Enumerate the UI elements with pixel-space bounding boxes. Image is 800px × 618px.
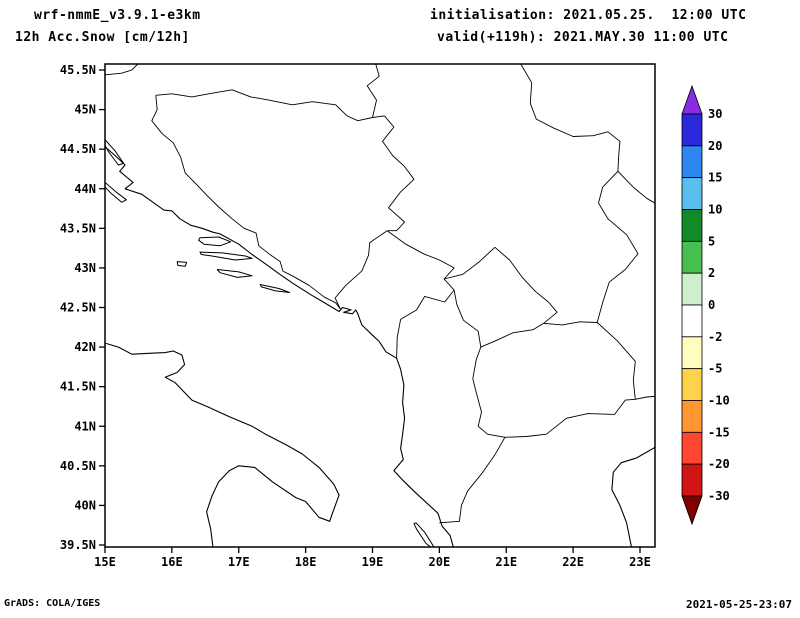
pag-island [105, 139, 125, 166]
colorbar-segment [681, 113, 703, 147]
lon-tick-label: 21E [495, 555, 517, 569]
croatia-bosnia-border-north-sava [155, 89, 385, 122]
colorbar-label: -10 [708, 394, 730, 408]
kosovo-border [443, 246, 558, 348]
lat-tick-label: 41.5N [60, 380, 96, 394]
macedonia-north-border [543, 321, 598, 326]
romania-bulgaria-danube-border [617, 170, 655, 204]
colorbar-segment [681, 304, 703, 338]
colorbar-segment [681, 272, 703, 306]
lon-tick-label: 19E [362, 555, 384, 569]
lat-tick-label: 42N [74, 340, 96, 354]
montenegro-serbia-border [386, 230, 455, 280]
grads-credit: GrADS: COLA/IGES [4, 598, 101, 609]
lat-tick-label: 44N [74, 182, 96, 196]
lon-tick-label: 16E [161, 555, 183, 569]
colorbar-label: -20 [708, 457, 730, 471]
colorbar-segment [681, 145, 703, 179]
italy-adriatic-coast [105, 342, 340, 547]
lon-tick-label: 23E [629, 555, 651, 569]
lat-tick-label: 42.5N [60, 301, 96, 315]
lat-tick-label: 40.5N [60, 459, 96, 473]
colorbar-label: -30 [708, 489, 730, 503]
colorbar-arrow-top [681, 84, 703, 115]
albania-northeast-border [396, 289, 455, 359]
lat-tick-label: 45N [74, 103, 96, 117]
colorbar-label: 20 [708, 139, 722, 153]
lat-tick-label: 43.5N [60, 221, 96, 235]
dugi-otok-island [105, 181, 127, 203]
creation-timestamp: 2021-05-25-23:07 [686, 598, 792, 611]
colorbar-segment [681, 368, 703, 401]
brac-island [198, 236, 232, 247]
colorbar-label: -15 [708, 425, 730, 439]
lat-tick-label: 44.5N [60, 142, 96, 156]
colorbar-segment [681, 209, 703, 242]
lon-tick-label: 17E [228, 555, 250, 569]
slovenia-croatia-border [105, 64, 139, 76]
croatia-serbia-border [366, 64, 380, 118]
colorbar-arrow-bottom [681, 495, 703, 526]
east-adriatic-coast [105, 146, 454, 547]
lat-tick-label: 41N [74, 419, 96, 433]
korcula-island [216, 269, 253, 278]
colorbar-label: 30 [708, 107, 722, 121]
map-frame [104, 63, 656, 548]
lon-tick-label: 22E [562, 555, 584, 569]
colorbar-label: 5 [708, 234, 715, 248]
aegean-coast [611, 446, 655, 547]
colorbar-segment [681, 177, 703, 210]
lon-tick-label: 18E [295, 555, 317, 569]
lat-tick-label: 40N [74, 498, 96, 512]
corfu-island [413, 522, 435, 547]
map-outlines [105, 64, 655, 547]
colorbar-segment [681, 240, 703, 274]
croatia-bosnia-border-west [151, 95, 341, 310]
colorbar-label: 10 [708, 203, 722, 217]
lat-tick-label: 39.5N [60, 538, 96, 552]
hvar-island [199, 251, 253, 261]
colorbar-segment [681, 400, 703, 433]
colorbar-segment [681, 431, 703, 465]
greece-bulgaria-border [635, 395, 655, 400]
lat-tick-label: 45.5N [60, 63, 96, 77]
colorbar-segment [681, 463, 703, 497]
colorbar-label: 0 [708, 298, 715, 312]
bosnia-serbia-border-drina [382, 115, 415, 232]
valid-time-label: valid(+119h): 2021.MAY.30 11:00 UTC [437, 30, 729, 45]
model-title: wrf-nmmE_v3.9.1-e3km [34, 8, 201, 23]
macedonia-west-south-east-border [472, 322, 636, 438]
colorbar-label: 15 [708, 171, 722, 185]
colorbar-label: 2 [708, 266, 715, 280]
vis-island [176, 261, 188, 267]
serbia-east-border [520, 64, 639, 323]
bosnia-montenegro-border [334, 230, 388, 310]
albania-greece-border [439, 437, 506, 524]
colorbar-label: -2 [708, 330, 722, 344]
lat-tick-label: 43N [74, 261, 96, 275]
initialisation-time-label: initialisation: 2021.05.25. 12:00 UTC [430, 8, 747, 23]
field-title: 12h Acc.Snow [cm/12h] [15, 30, 190, 45]
mljet-island [259, 284, 291, 293]
lon-tick-label: 20E [429, 555, 451, 569]
colorbar-label: -5 [708, 362, 722, 376]
colorbar-segment [681, 336, 703, 370]
lon-tick-label: 15E [94, 555, 116, 569]
